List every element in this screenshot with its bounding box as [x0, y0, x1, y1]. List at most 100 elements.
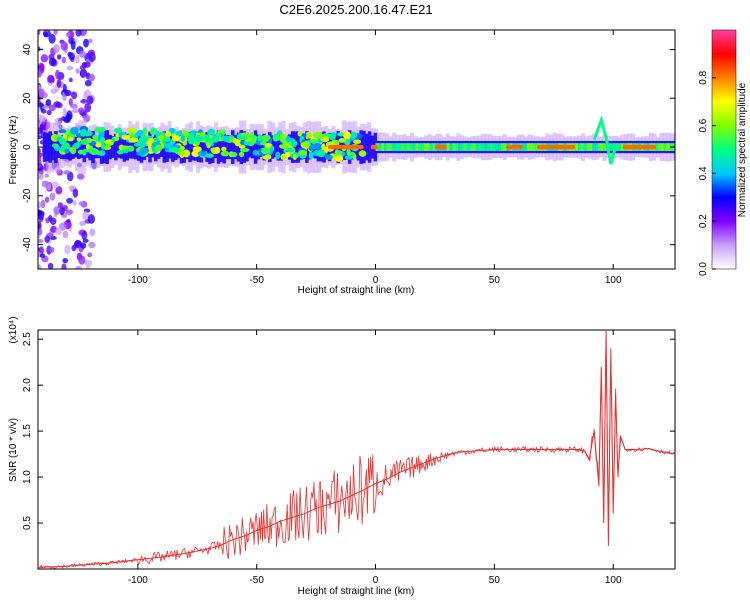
spectrogram-blob [310, 139, 319, 144]
spectrogram-noise-blob [38, 46, 41, 52]
spectrogram-noise-blob [84, 259, 92, 267]
spectrogram-band-core [116, 136, 121, 158]
spectrogram-band-signal [395, 143, 399, 151]
spectrogram-blob [70, 126, 79, 135]
spectrogram-band-signal [492, 143, 496, 151]
spectrogram-band-core [213, 136, 218, 159]
spectrogram-noise-blob [89, 228, 96, 237]
spectrogram-noise-blob [62, 107, 67, 118]
snr-y-multiplier: (x10⁴) [8, 316, 19, 343]
spectrogram-noise-blob [65, 209, 74, 215]
spectrogram-noise-blob [53, 206, 61, 215]
spectrogram-band-signal [466, 143, 470, 151]
spectrogram-blob [121, 134, 131, 140]
spectrogram-x-label: Height of straight line (km) [298, 285, 415, 296]
spectrogram-blob [275, 151, 281, 160]
spectrogram-blob [214, 146, 221, 154]
spectrogram-blob [223, 135, 230, 143]
spectrogram-noise-blob [38, 201, 42, 209]
spectrogram-noise-blob [64, 89, 72, 97]
spectrogram-noise-blob [86, 95, 94, 105]
spectrogram-blob [260, 141, 267, 146]
spectrogram-noise-blob [61, 263, 67, 269]
spectrogram-band-core [276, 133, 281, 161]
spectrogram-band-core [45, 132, 50, 162]
spectrogram-band-signal [452, 143, 456, 151]
spectrogram-noise-blob [88, 38, 93, 44]
spectrogram-noise-blob [83, 38, 89, 48]
spectrogram-blob [265, 134, 271, 140]
spectrogram-blob [238, 151, 245, 158]
snr-series-line [38, 330, 675, 568]
spectrogram-band-signal [495, 143, 499, 151]
spectrogram-blob [320, 136, 330, 143]
spectrogram-band-core [245, 132, 249, 162]
spectrogram-noise-blob [66, 218, 71, 224]
spectrogram-x-tick-label: -50 [249, 275, 264, 286]
spectrogram-band-signal [498, 143, 502, 151]
spectrogram-blob [180, 134, 186, 142]
snr-y-tick-label: 1.0 [22, 470, 33, 484]
spectrogram-band-signal [455, 143, 459, 151]
spectrogram-blob [100, 136, 106, 145]
spectrogram-noise-blob [39, 253, 46, 258]
spectrogram-band-signal [426, 143, 430, 151]
spectrogram-blob [269, 145, 275, 152]
spectrogram-band-core [299, 134, 303, 160]
spectrogram-blob [285, 136, 291, 143]
spectrogram-noise-blob [67, 30, 75, 39]
spectrogram-blob [336, 150, 342, 157]
spectrogram-blob [239, 147, 250, 153]
spectrogram-noise-blob [53, 30, 58, 35]
spectrogram-peak-segment [370, 144, 378, 150]
spectrogram-blob [76, 137, 82, 142]
snr-x-tick-label: 50 [489, 575, 501, 586]
spectrogram-band-signal [404, 143, 408, 151]
spectrogram-noise-blob [47, 262, 54, 269]
spectrogram-blob [338, 137, 346, 143]
spectrogram-noise-blob [44, 196, 50, 203]
spectrogram-band-core [256, 134, 261, 160]
spectrogram-band-signal [657, 143, 661, 151]
spectrogram-blob [205, 153, 214, 158]
spectrogram-blob [175, 130, 183, 136]
spectrogram-noise-blob [65, 32, 71, 37]
spectrogram-band-signal [475, 143, 479, 151]
spectrogram-band-signal [469, 143, 473, 151]
spectrogram-band-core [253, 130, 258, 164]
spectrogram-band-signal [589, 143, 593, 151]
spectrogram-noise-blob [43, 31, 49, 38]
spectrogram-blob [85, 137, 92, 144]
spectrogram-band-signal [615, 143, 619, 151]
spectrogram-noise-blob [38, 135, 43, 140]
spectrogram-band-core [293, 131, 298, 163]
spectrogram-noise-blob [44, 173, 50, 178]
spectrogram-band-signal [381, 143, 385, 151]
spectrogram-noise-blob [68, 185, 76, 190]
spectrogram-band-core [233, 134, 238, 160]
spectrogram-band-signal [472, 143, 476, 151]
spectrogram-band-core [296, 131, 301, 163]
spectrogram-band-signal [620, 143, 624, 151]
spectrogram-band-signal [600, 143, 604, 151]
spectrogram-x-tick-label: 100 [605, 275, 622, 286]
spectrogram-blob [252, 149, 258, 156]
spectrogram-noise-blob [62, 230, 69, 239]
spectrogram-band-signal [446, 143, 450, 151]
spectrogram-noise-blob [75, 54, 80, 64]
spectrogram-band-core [111, 136, 115, 159]
snr-x-tick-label: 100 [605, 575, 622, 586]
spectrogram-y-tick-label: -20 [22, 188, 33, 203]
spectrogram-noise-blob [68, 77, 73, 83]
spectrogram-y-tick-label: -40 [22, 237, 33, 252]
spectrogram-band-core [42, 132, 47, 162]
spectrogram-band-signal [481, 143, 485, 151]
spectrogram-noise-blob [48, 215, 53, 222]
spectrogram-blob [314, 142, 322, 150]
spectrogram-band-core [236, 132, 241, 162]
spectrogram-band-signal [597, 143, 601, 151]
spectrogram-band-core [362, 130, 366, 164]
spectrogram-blob [137, 130, 144, 135]
spectrogram-noise-blob [84, 102, 92, 113]
spectrogram-noise-blob [71, 108, 80, 114]
